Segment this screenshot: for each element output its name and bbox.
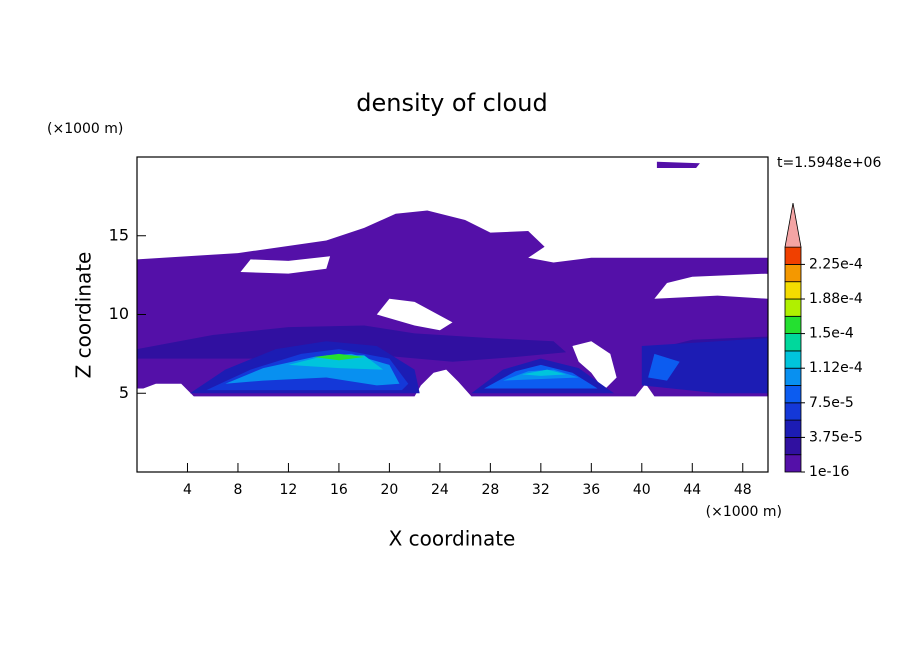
contour-region	[288, 355, 384, 370]
colorbar-label: 2.25e-4	[809, 256, 863, 272]
colorbar-box	[784, 402, 802, 421]
colorbar-label: 1.5e-4	[809, 326, 854, 342]
colorbar-label: 1e-16	[809, 464, 849, 480]
colorbar-box	[784, 367, 802, 386]
y-unit: (×1000 m)	[47, 121, 123, 137]
contour-region	[641, 338, 768, 394]
colorbar-label: 1.88e-4	[809, 291, 863, 307]
colorbar-box	[784, 263, 802, 283]
x-tick-label: 28	[481, 482, 499, 498]
x-tick-label: 48	[734, 482, 752, 498]
y-tick-label: 5	[119, 383, 129, 402]
colorbar-label: 7.5e-5	[809, 395, 854, 411]
x-tick-label: 16	[330, 482, 348, 498]
x-tick-label: 12	[280, 482, 298, 498]
colorbar-box	[784, 419, 802, 438]
x-tick-label: 20	[380, 482, 398, 498]
x-tick-label: 32	[532, 482, 550, 498]
colorbar-box	[784, 281, 802, 300]
colorbar-box	[784, 315, 802, 334]
x-tick-label: 44	[683, 482, 701, 498]
colorbar-extend	[784, 203, 802, 248]
x-tick-label: 24	[431, 482, 449, 498]
y-tick-label: 10	[109, 304, 129, 323]
x-tick-label: 40	[633, 482, 651, 498]
colorbar-label: 3.75e-5	[809, 429, 863, 445]
y-axis-label: Z coordinate	[72, 252, 96, 379]
colorbar-box	[784, 436, 802, 456]
colorbar-box	[784, 454, 802, 473]
contour-region	[648, 353, 680, 381]
colorbar-box	[784, 333, 802, 352]
colorbar-label: 1.12e-4	[809, 360, 863, 376]
colorbar-box	[784, 246, 802, 265]
colorbar-box	[784, 298, 802, 317]
x-tick-label: 8	[233, 482, 242, 498]
colorbar-box	[784, 350, 802, 369]
contour-region	[656, 161, 700, 168]
x-axis-label: X coordinate	[389, 527, 516, 551]
x-tick-label: 36	[582, 482, 600, 498]
contour-region	[313, 353, 365, 361]
x-tick-label: 4	[183, 482, 192, 498]
contour-region	[521, 369, 567, 376]
colorbar-box	[784, 385, 802, 404]
annotation: t=1.5948e+06	[777, 155, 881, 171]
chart-title: density of cloud	[356, 89, 547, 117]
y-tick-label: 15	[109, 225, 129, 244]
x-unit: (×1000 m)	[706, 504, 782, 520]
